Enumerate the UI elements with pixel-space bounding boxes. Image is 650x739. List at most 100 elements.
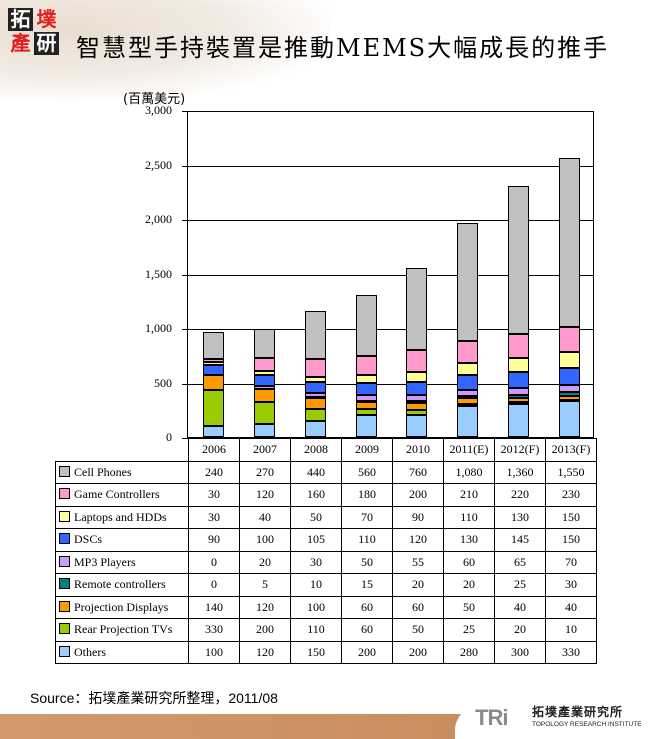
table-cell: 220 [494,483,546,507]
table-cell: 60 [443,550,495,574]
table-cell: 200 [239,618,291,642]
bar-segment [202,365,224,375]
logo-char: 墣 [36,7,57,31]
bar-segment [406,409,428,416]
table-cell: 30 [290,550,342,574]
table-row: Game Controllers 30 120 160 180 200 210 220 230 [55,483,597,507]
y-tick-mark [182,329,188,330]
table-row: Laptops and HDDs 30 40 50 70 90 110 130 150 [55,505,597,529]
bar-segment [457,389,479,397]
legend-label: Others [55,640,189,664]
bar-segment [559,395,581,400]
bar-segment [355,395,377,401]
bar-segment [559,352,581,369]
bar-segment [457,406,479,437]
table-cell: 50 [443,595,495,619]
table-row: MP3 Players 0 20 30 50 55 60 65 70 [55,550,597,574]
table-cell: 100 [290,595,342,619]
bar-segment [202,390,224,427]
legend-swatch-icon [59,623,70,635]
chart-plot-area [182,111,594,439]
table-cell: 40 [494,595,546,619]
table-cell: 270 [239,460,291,484]
bar-segment [304,420,326,437]
gridline [188,274,593,276]
brand-name-english: TOPOLOGY RESEARCH INSTITUTE [532,721,642,728]
bar-segment [304,381,326,394]
bar-segment [406,267,428,351]
table-cell: 110 [290,618,342,642]
table-cell: 1,550 [545,460,597,484]
y-tick-label: 3,000 [145,103,172,117]
gridline [188,383,593,385]
bar-segment [406,381,428,396]
bar-segment [202,361,224,366]
table-cell: 20 [443,573,495,597]
x-category-label: 2008 [290,438,342,462]
bar-segment [355,400,377,403]
stacked-bar [559,157,581,437]
y-tick-label: 1,000 [145,321,172,335]
bar-segment [253,328,275,358]
legend-swatch-icon [59,510,70,522]
bar-segment [355,402,377,409]
bar-segment [355,415,377,437]
table-row: Projection Displays 140 120 100 60 60 50 40 40 [55,595,597,619]
data-table: 2006 2007 2008 2009 2010 2011(E) 2012(F) 2013(F… [55,438,597,664]
bar-segment [508,372,530,388]
table-cell: 60 [341,595,393,619]
legend-swatch-icon [59,533,70,545]
stacked-bar [457,222,479,437]
bar-segment [304,393,326,397]
tri-logo: 拓 墣 產 研 [8,8,60,56]
x-category-label: 2010 [392,438,444,462]
x-category-label: 2011(E) [443,438,495,462]
y-tick-label: 1,500 [145,266,172,281]
table-cell: 200 [392,640,444,664]
bar-segment [508,395,530,398]
bar-segment [457,403,479,407]
table-cell: 240 [188,460,240,484]
bar-segment [457,396,479,399]
footer-logo-area [455,700,650,739]
bar-segment [406,395,428,402]
stacked-bar [508,185,530,437]
table-cell: 65 [494,550,546,574]
y-tick-mark [182,274,188,276]
x-category-label: 2006 [188,438,240,462]
page-title: 智慧型手持裝置是推動MEMS大幅成長的推手 [76,34,610,62]
source-note: Source：拓墣產業研究所整理，2011/08 [30,690,278,706]
table-cell: 50 [290,505,342,529]
table-cell: 90 [188,528,240,552]
bar-segment [202,332,224,359]
table-cell: 140 [188,595,240,619]
y-axis-unit-label: (百萬美元) [123,92,186,107]
y-tick-label: 500 [154,375,172,390]
bar-segment [406,350,428,373]
table-cell: 150 [545,528,597,552]
legend-label: Game Controllers [55,483,189,507]
legend-swatch-icon [59,488,70,500]
y-tick-mark [182,165,188,167]
table-cell: 130 [443,528,495,552]
table-cell: 120 [392,528,444,552]
legend-swatch-icon [59,645,70,657]
table-cell: 110 [443,505,495,529]
bar-segment [508,402,530,405]
table-cell: 330 [188,618,240,642]
bar-segment [406,401,428,404]
table-cell: 55 [392,550,444,574]
bar-segment [304,376,326,382]
stacked-bar [253,328,275,437]
bar-segment [355,375,377,384]
table-cell: 130 [494,505,546,529]
table-cell: 280 [443,640,495,664]
table-cell: 20 [494,618,546,642]
table-cell: 200 [341,640,393,664]
legend-swatch-icon [59,578,70,590]
bar-segment [559,401,581,437]
bar-segment [202,358,224,362]
logo-char: 拓 [8,8,33,31]
table-cell: 150 [545,505,597,529]
table-cell: 150 [290,640,342,664]
